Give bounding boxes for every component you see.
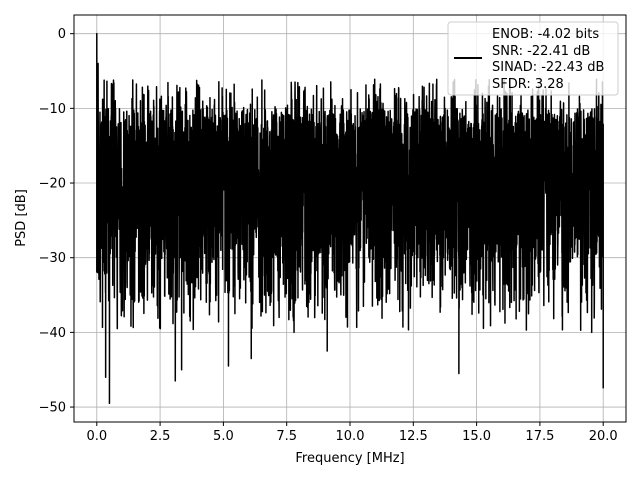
x-tick-label: 2.5 (150, 429, 171, 444)
legend-enob: ENOB: -4.02 bits (492, 27, 599, 42)
y-tick-label: −40 (39, 326, 66, 341)
x-tick-label: 20.0 (589, 429, 618, 444)
legend-sfdr: SFDR: 3.28 (492, 77, 564, 92)
x-axis-label: Frequency [MHz] (295, 451, 404, 466)
legend-box (447, 21, 619, 96)
x-tick-label: 7.5 (276, 429, 297, 444)
legend-sinad: SINAD: -22.43 dB (492, 60, 604, 75)
x-axis-ticks: 0.0 2.5 5.0 7.5 10.0 12.5 15.0 17.5 20.0 (86, 422, 618, 444)
legend-snr: SNR: -22.41 dB (492, 44, 590, 59)
x-tick-label: 17.5 (525, 429, 554, 444)
y-tick-label: −30 (39, 251, 66, 266)
y-tick-label: −50 (39, 401, 66, 416)
y-tick-label: 0 (58, 27, 66, 42)
x-tick-label: 15.0 (462, 429, 491, 444)
y-tick-label: −10 (39, 102, 66, 117)
x-tick-label: 10.0 (336, 429, 365, 444)
y-axis-label: PSD [dB] (14, 189, 29, 247)
legend: ENOB: -4.02 bits SNR: -22.41 dB SINAD: -… (447, 21, 619, 96)
y-axis-ticks: 0 −10 −20 −30 −40 −50 (39, 27, 74, 416)
psd-series (96, 32, 604, 405)
x-tick-label: 0.0 (86, 429, 107, 444)
x-tick-label: 5.0 (213, 429, 234, 444)
psd-trace (96, 32, 604, 405)
y-tick-label: −20 (39, 177, 66, 192)
x-tick-label: 12.5 (399, 429, 428, 444)
